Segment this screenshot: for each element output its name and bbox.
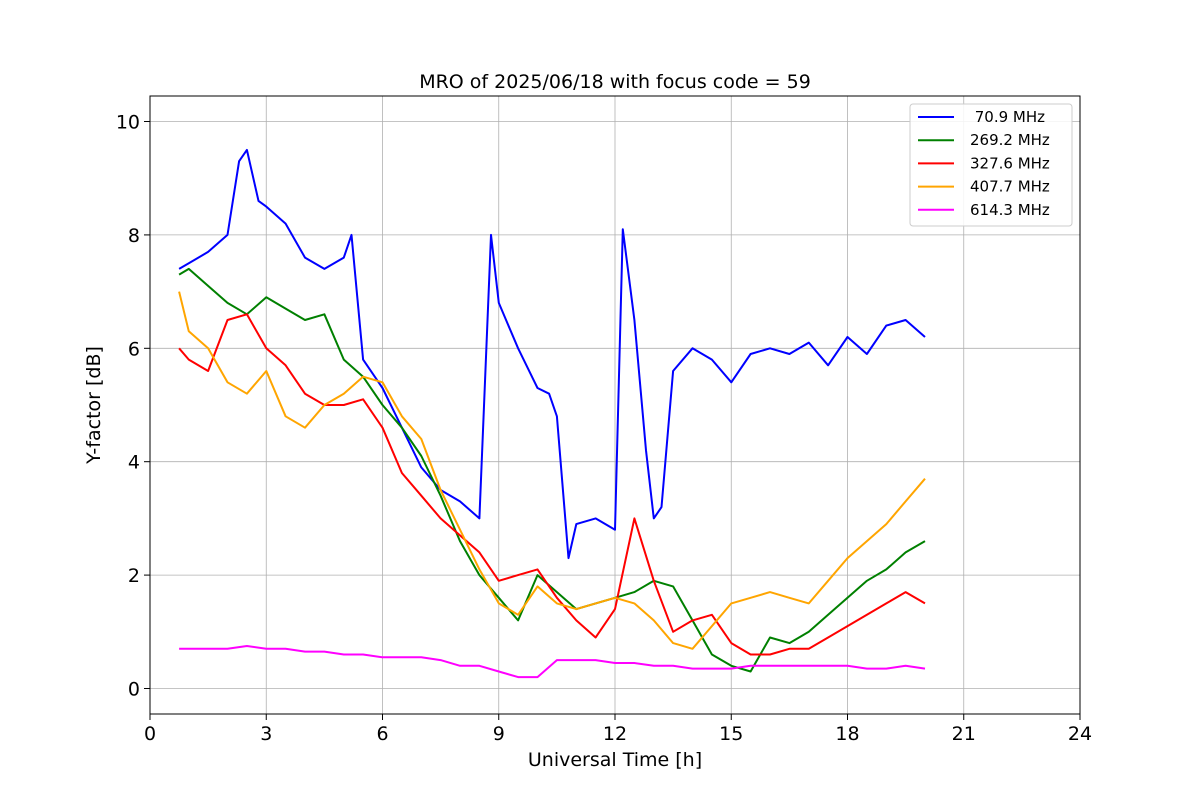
- x-axis: 0 3 6 9 12 15 18 21 24: [144, 714, 1092, 745]
- series-line-407_7-mhz: [178, 291, 926, 650]
- legend-entry-label: 327.6 MHz: [970, 154, 1050, 172]
- x-axis-label: Universal Time [h]: [528, 749, 702, 771]
- legend: 70.9 MHz 269.2 MHz 327.6 MHz 407.7 MHz 614.3…: [909, 103, 1073, 227]
- x-tick-label: 12: [603, 723, 627, 745]
- chart-title: MRO of 2025/06/18 with focus code = 59: [419, 71, 811, 93]
- x-tick-label: 21: [952, 723, 976, 745]
- y-tick-label: 2: [128, 565, 140, 587]
- x-tick-label: 0: [144, 723, 156, 745]
- legend-entry-label: 70.9 MHz: [970, 108, 1045, 126]
- y-tick-label: 4: [128, 452, 140, 474]
- legend-entry-label: 269.2 MHz: [970, 131, 1050, 149]
- series-line-614_3-mhz: [179, 645, 926, 679]
- y-axis: 0 2 4 6 8 10: [116, 112, 150, 700]
- y-tick-label: 0: [128, 678, 140, 700]
- y-tick-label: 8: [128, 225, 140, 247]
- x-tick-label: 3: [260, 723, 272, 745]
- x-tick-label: 15: [719, 723, 743, 745]
- legend-entry-label: 614.3 MHz: [970, 201, 1050, 219]
- y-tick-label: 6: [128, 338, 140, 360]
- legend-entry-label: 407.7 MHz: [970, 178, 1050, 196]
- x-tick-label: 18: [835, 723, 859, 745]
- y-axis-label: Y-factor [dB]: [83, 346, 105, 465]
- plot-area: [178, 148, 926, 679]
- x-tick-label: 9: [493, 723, 505, 745]
- legend-box: [909, 103, 1073, 227]
- series-line-327_6-mhz: [178, 313, 926, 656]
- y-tick-label: 10: [116, 112, 140, 134]
- x-tick-label: 6: [376, 723, 388, 745]
- x-tick-label: 24: [1068, 723, 1092, 745]
- series-line-70_9-mhz: [178, 148, 926, 560]
